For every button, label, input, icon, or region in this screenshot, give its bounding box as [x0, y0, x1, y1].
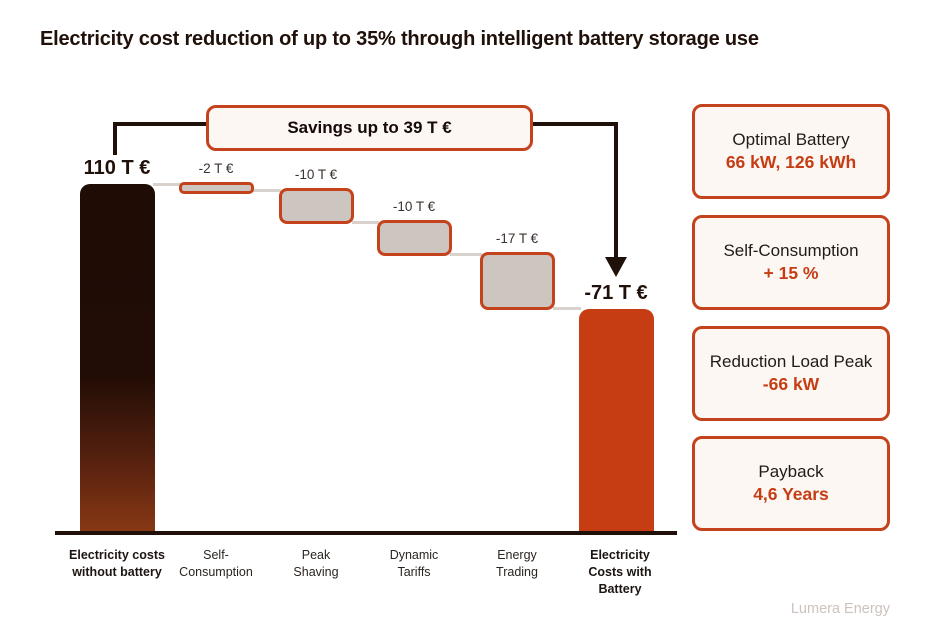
brand-watermark: Lumera Energy: [790, 601, 890, 617]
bar-value-label: -10 T €: [392, 199, 436, 215]
category-label: Energy Trading: [496, 548, 538, 579]
waterfall-bar: [479, 252, 555, 311]
savings-callout: Savings up to 39 T €: [206, 105, 533, 151]
bar-value-label: -10 T €: [294, 167, 338, 183]
arrow-shaft: [614, 122, 618, 258]
waterfall-bar: [278, 188, 354, 225]
waterfall-bar: [79, 184, 155, 535]
info-box-value: 66 kW, 126 kWh: [725, 152, 857, 172]
connector-line: [251, 188, 281, 192]
bracket-left-vertical-line: [113, 122, 117, 155]
connector-line: [449, 252, 482, 256]
info-box-payback: Payback 4,6 Years: [692, 436, 890, 531]
category-label: Electricity costs without battery: [69, 548, 165, 579]
connector-line: [152, 182, 181, 186]
waterfall-bar: [376, 220, 452, 257]
info-box-load-peak: Reduction Load Peak -66 kW: [692, 326, 890, 421]
category-label: Self- Consumption: [179, 548, 253, 579]
category-label: Electricity Costs with Battery: [588, 548, 652, 596]
category-label: Peak Shaving: [293, 548, 339, 579]
bracket-right-horizontal-line: [533, 122, 616, 126]
page-title: Electricity cost reduction of up to 35% …: [40, 28, 759, 50]
info-box-self-consumption: Self-Consumption + 15 %: [692, 215, 890, 310]
info-box-value: -66 kW: [762, 374, 820, 394]
connector-line: [552, 307, 581, 310]
info-box-title: Self-Consumption: [723, 241, 859, 260]
info-box-optimal-battery: Optimal Battery 66 kW, 126 kWh: [692, 104, 890, 199]
bracket-left-horizontal-line: [113, 122, 206, 126]
x-axis-baseline: [55, 531, 677, 535]
info-box-value: + 15 %: [763, 263, 819, 283]
info-box-title: Payback: [758, 462, 824, 481]
connector-line: [351, 220, 379, 224]
category-label: Dynamic Tariffs: [389, 548, 439, 579]
info-box-title: Reduction Load Peak: [709, 352, 873, 371]
savings-callout-label: Savings up to 39 T €: [287, 118, 452, 137]
arrow-down-icon: [605, 257, 627, 277]
bar-value-label: -17 T €: [495, 231, 539, 247]
bar-value-label: -71 T €: [584, 281, 648, 304]
waterfall-bar: [578, 308, 654, 535]
bar-value-label: 110 T €: [83, 157, 151, 180]
info-box-title: Optimal Battery: [732, 130, 850, 149]
waterfall-bar: [178, 182, 254, 195]
bar-value-label: -2 T €: [198, 161, 234, 177]
info-box-value: 4,6 Years: [753, 484, 829, 504]
